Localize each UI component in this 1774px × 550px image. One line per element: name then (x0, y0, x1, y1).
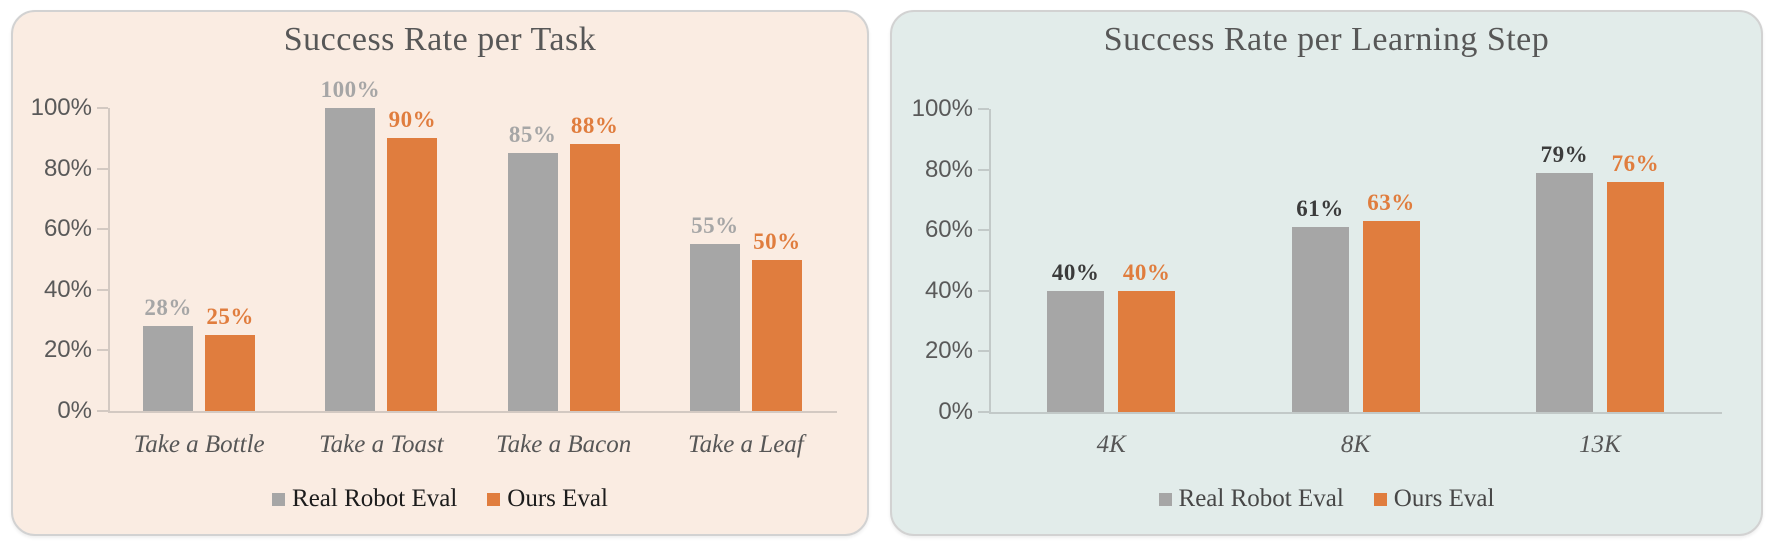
y-tick-mark (978, 289, 989, 292)
ours-eval-bar (205, 335, 256, 411)
y-tick-label: 100% (30, 94, 92, 121)
legend-item-real-robot-eval: Real Robot Eval (1158, 485, 1344, 513)
legend-label: Real Robot Eval (1178, 485, 1344, 512)
bar-value-label: 63% (1367, 190, 1415, 216)
ours-eval-bar (1606, 181, 1664, 412)
bar-value-label: 55% (691, 213, 739, 239)
bar-value-label: 28% (144, 295, 192, 321)
y-tick-label: 40% (43, 275, 92, 303)
y-tick-mark (97, 288, 108, 291)
bar-value-label: 90% (388, 107, 437, 133)
category-label: Take a Toast (319, 431, 444, 458)
y-tick-label: 100% (911, 95, 973, 122)
ours-eval-bar (1118, 290, 1176, 412)
y-tick-label: 80% (924, 155, 973, 183)
legend-item-real-robot-eval: Real Robot Eval (272, 485, 457, 513)
real-robot-eval-swatch-icon (272, 492, 286, 506)
y-tick-label: 60% (43, 215, 92, 243)
bar-value-label: 76% (1611, 150, 1660, 176)
real-robot-eval-bar (1535, 172, 1593, 412)
y-tick-label: 80% (43, 154, 92, 182)
y-tick-mark (97, 167, 108, 170)
ours-eval-bar (387, 138, 438, 411)
category-label: Take a Bacon (496, 431, 632, 458)
real-robot-eval-bar (507, 153, 558, 411)
y-tick-label: 20% (43, 336, 92, 364)
legend-label: Real Robot Eval (292, 485, 458, 512)
y-tick-label: 0% (57, 397, 92, 424)
legend-item-ours-eval: Ours Eval (487, 485, 608, 513)
y-tick-label: 0% (938, 398, 973, 425)
bar-value-label: 40% (1122, 259, 1171, 285)
x-axis-line (989, 412, 1722, 414)
ours-eval-swatch-icon (487, 492, 501, 506)
y-tick-mark (97, 107, 108, 109)
chart-title: Success Rate per Task (283, 21, 597, 58)
legend: Real Robot Eval Ours Eval (892, 485, 1761, 513)
y-tick-label: 40% (924, 276, 973, 304)
y-tick-label: 20% (924, 337, 973, 365)
x-axis-line (108, 411, 837, 413)
category-label: Take a Leaf (688, 431, 804, 458)
real-robot-eval-swatch-icon (1158, 492, 1172, 506)
learning-step-chart-card: Success Rate per Learning Step 100% 80% 60… (890, 10, 1763, 536)
y-tick-mark (978, 108, 989, 110)
bar-value-label: 50% (753, 228, 801, 254)
ours-eval-swatch-icon (1373, 492, 1387, 506)
real-robot-eval-bar (143, 326, 194, 411)
y-axis-line (108, 108, 110, 411)
category-label: 4K (1096, 431, 1126, 458)
ours-eval-bar (1362, 221, 1420, 412)
legend-label: Ours Eval (1393, 485, 1495, 512)
bar-value-label: 85% (508, 122, 557, 148)
legend-label: Ours Eval (507, 485, 608, 512)
legend: Real Robot Eval Ours Eval (13, 485, 867, 513)
y-tick-mark (978, 168, 989, 171)
y-tick-mark (97, 349, 108, 352)
real-robot-eval-bar (325, 108, 376, 411)
y-tick-mark (97, 228, 108, 231)
bar-value-label: 40% (1051, 259, 1100, 285)
task-chart-card: Success Rate per Task 100% 80% 60% 40% 20% 0%… (11, 10, 869, 536)
real-robot-eval-bar (1047, 290, 1105, 412)
bar-value-label: 79% (1540, 141, 1589, 167)
plot-area: 100% 80% 60% 40% 20% 0% 4K 40% 40% 8K 61% 63% 13K 79%… (892, 12, 1761, 534)
bar-value-label: 61% (1296, 196, 1344, 222)
y-tick-mark (978, 229, 989, 232)
real-robot-eval-bar (1291, 227, 1349, 412)
bar-value-label: 25% (206, 304, 254, 330)
y-tick-mark (978, 350, 989, 353)
ours-eval-bar (751, 259, 802, 411)
category-label: Take a Bottle (133, 431, 265, 458)
real-robot-eval-bar (689, 244, 740, 411)
y-tick-label: 60% (924, 216, 973, 244)
y-axis-line (989, 109, 991, 412)
legend-item-ours-eval: Ours Eval (1373, 485, 1495, 513)
bar-value-label: 88% (570, 113, 619, 139)
ours-eval-bar (569, 144, 620, 411)
chart-title: Success Rate per Learning Step (1103, 21, 1550, 58)
category-label: 13K (1578, 431, 1621, 458)
y-tick-mark (978, 411, 989, 413)
plot-area: 100% 80% 60% 40% 20% 0% Take a Bottle 28% 25% Tak… (13, 12, 867, 534)
category-label: 8K (1340, 431, 1371, 458)
y-tick-mark (97, 410, 108, 412)
bar-value-label: 100% (320, 77, 381, 102)
